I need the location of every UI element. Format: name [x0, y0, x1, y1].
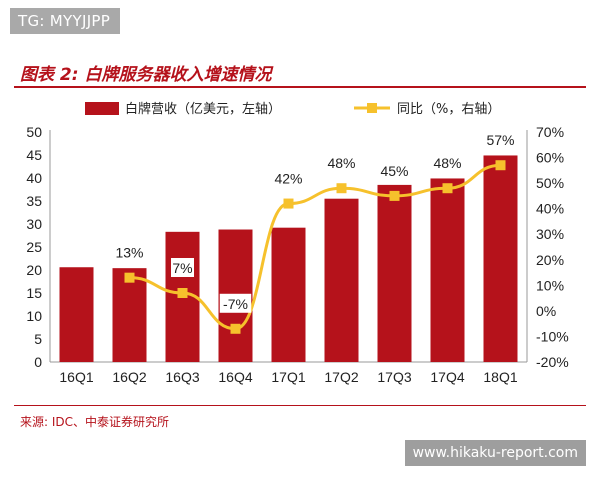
title-divider	[14, 86, 586, 88]
left-tick-label: 40	[26, 170, 42, 186]
legend-line-label: 同比（%，右轴）	[397, 102, 500, 117]
data-label-bg	[431, 153, 464, 173]
left-tick-label: 25	[26, 239, 42, 255]
right-tick-label: -10%	[536, 328, 569, 344]
source-note: 来源: IDC、中泰证券研究所	[20, 415, 170, 429]
bar	[59, 267, 94, 362]
right-tick-label: 60%	[536, 150, 564, 166]
data-label: 42%	[274, 171, 302, 187]
data-label-bg	[272, 168, 305, 188]
right-tick-label: 20%	[536, 252, 564, 268]
line-marker	[177, 288, 188, 298]
data-label: 48%	[433, 155, 461, 171]
chart-legend: 白牌营收（亿美元，左轴） 同比（%，右轴）	[85, 101, 500, 117]
bar-series	[59, 155, 518, 362]
data-label: 48%	[327, 155, 355, 171]
data-label: -7%	[223, 296, 248, 312]
bar	[324, 198, 359, 362]
data-label: 7%	[172, 260, 192, 276]
line-marker	[442, 183, 453, 194]
right-tick-label: 40%	[536, 201, 564, 217]
left-tick-label: 20	[26, 262, 42, 278]
source-divider	[14, 405, 586, 406]
left-tick-label: 35	[26, 193, 42, 209]
x-tick-label: 17Q1	[271, 369, 305, 385]
x-tick-label: 16Q4	[218, 369, 252, 385]
right-tick-label: -20%	[536, 354, 569, 370]
left-tick-label: 10	[26, 308, 42, 324]
x-axis: 16Q1 16Q2 16Q3 16Q4 17Q1 17Q2 17Q3 17Q4 18Q1	[50, 361, 527, 385]
left-tick-label: 45	[26, 147, 42, 163]
x-tick-label: 16Q2	[112, 369, 146, 385]
watermark-bottom: www.hikaku-report.com	[404, 440, 586, 466]
right-tick-label: 70%	[536, 124, 564, 140]
line-series	[124, 160, 506, 334]
line-marker	[389, 190, 400, 201]
left-axis: 0 5 10 15 20 25 30 35 40 45 50	[26, 124, 51, 370]
right-tick-label: 30%	[536, 226, 564, 242]
left-tick-label: 50	[26, 124, 42, 140]
left-tick-label: 30	[26, 216, 42, 232]
data-label-bg	[325, 153, 358, 173]
data-label: 57%	[486, 132, 514, 148]
legend-bar-swatch	[85, 102, 119, 115]
left-tick-label: 0	[34, 354, 42, 370]
bar	[271, 227, 306, 362]
x-tick-label: 16Q1	[59, 369, 93, 385]
line-marker	[283, 198, 294, 209]
x-tick-label: 18Q1	[483, 369, 517, 385]
data-label-bg	[378, 160, 411, 180]
line-marker	[495, 160, 506, 171]
data-label-bg	[113, 242, 146, 262]
data-label-bg	[484, 130, 517, 150]
data-label-bg	[219, 293, 252, 313]
legend-bar-label: 白牌营收（亿美元，左轴）	[125, 101, 281, 117]
left-tick-label: 5	[34, 331, 42, 347]
data-label: 13%	[115, 245, 143, 261]
bar	[483, 155, 518, 362]
x-tick-label: 17Q4	[430, 369, 464, 385]
bar	[430, 178, 465, 362]
data-label: 45%	[380, 163, 408, 179]
right-axis: -20% -10% 0% 10% 20% 30% 40% 50% 60% 70%	[526, 124, 569, 370]
data-label-bg	[171, 258, 194, 277]
figure-title: 图表 2: 白牌服务器收入增速情况	[20, 65, 272, 85]
x-tick-label: 17Q3	[377, 369, 411, 385]
data-labels: 13% 7% -7% 42% 48% 45% 48% 57%	[113, 130, 517, 313]
x-tick-label: 17Q2	[324, 369, 358, 385]
line-marker	[230, 323, 241, 334]
left-tick-label: 15	[26, 285, 42, 301]
legend-line-marker	[367, 103, 377, 113]
x-tick-label: 16Q3	[165, 369, 199, 385]
watermark-top: TG: MYYJJPP	[10, 8, 121, 34]
right-tick-label: 50%	[536, 175, 564, 191]
bar	[112, 268, 147, 362]
bar	[377, 184, 412, 362]
line-marker	[336, 183, 347, 194]
right-tick-label: 0%	[536, 303, 556, 319]
line-marker	[124, 272, 135, 283]
right-tick-label: 10%	[536, 277, 564, 293]
